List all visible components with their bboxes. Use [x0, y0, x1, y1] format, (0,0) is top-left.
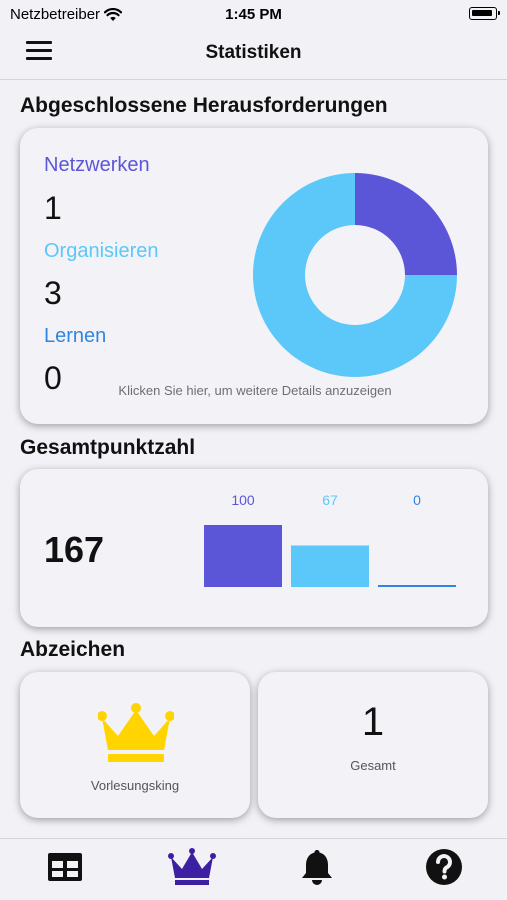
carrier-label: Netzbetreiber [10, 6, 101, 23]
category-value-netzwerken: 1 [44, 190, 62, 226]
category-value-lernen: 0 [44, 360, 62, 396]
wifi-icon [104, 7, 123, 21]
battery-icon [469, 7, 500, 20]
bar-value-label-netzwerken: 100 [231, 492, 255, 508]
donut-slice-organisieren [253, 173, 457, 377]
category-label-organisieren: Organisieren [44, 240, 159, 262]
donut-slice-netzwerken [355, 173, 457, 275]
bar-lernen [378, 585, 456, 587]
hamburger-menu-icon[interactable] [26, 41, 52, 63]
badge-total-label: Gesamt [350, 758, 396, 773]
bar-value-label-organisieren: 67 [322, 492, 338, 508]
category-label-lernen: Lernen [44, 325, 107, 347]
details-hint-link[interactable]: Klicken Sie hier, um weitere Details anz… [118, 383, 392, 398]
bell-icon[interactable] [297, 847, 337, 887]
challenges-section-title: Abgeschlossene Herausforderungen [20, 94, 388, 117]
bar-netzwerken [204, 525, 282, 587]
page-title: Statistiken [205, 42, 302, 63]
badge-total-card: 1 Gesamt [258, 672, 488, 818]
badges-section-title: Abzeichen [20, 638, 126, 661]
table-icon[interactable] [45, 847, 85, 887]
points-bar-chart: 100 67 0 [204, 492, 456, 587]
bar-value-label-lernen: 0 [413, 492, 421, 508]
badge-card-vorlesungsking[interactable]: Vorlesungsking [20, 672, 250, 818]
category-label-netzwerken: Netzwerken [44, 154, 150, 176]
points-section-title: Gesamtpunktzahl [20, 436, 196, 459]
status-bar: Netzbetreiber 1:45 PM [0, 0, 507, 28]
total-points-value: 167 [44, 529, 105, 570]
nav-bar: Statistiken [0, 28, 507, 80]
challenges-card[interactable]: Netzwerken 1 Organisieren 3 Lernen 0 Kli… [20, 128, 488, 424]
challenges-donut-chart[interactable] [252, 172, 458, 378]
points-card: 167 100 67 0 [20, 469, 488, 627]
category-value-organisieren: 3 [44, 275, 62, 311]
badge-name: Vorlesungsking [90, 778, 180, 793]
help-icon[interactable] [424, 847, 464, 887]
bar-organisieren [291, 545, 369, 587]
badge-total-count: 1 [361, 700, 385, 744]
crown-tab-icon[interactable] [168, 847, 216, 887]
status-time: 1:45 PM [225, 6, 282, 23]
crown-icon [98, 703, 174, 762]
tab-bar [0, 838, 507, 900]
carrier: Netzbetreiber [10, 6, 123, 23]
